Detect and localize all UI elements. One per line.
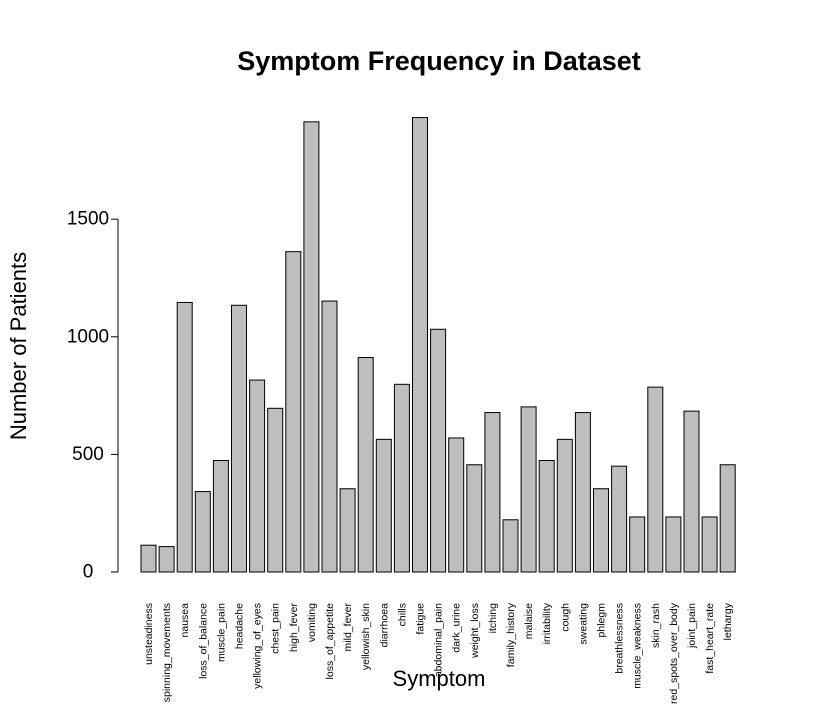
- bar-fast-heart-rate: [701, 516, 718, 573]
- bar-malaise: [520, 406, 537, 573]
- bar-loss-of-balance: [194, 491, 211, 573]
- x-tick-label: unsteadiness: [143, 603, 155, 665]
- x-tick-label: irritability: [541, 602, 553, 644]
- x-tick-label: family_history: [505, 602, 517, 667]
- x-tick-label: sweating: [577, 603, 589, 645]
- bar-breathlessness: [611, 465, 628, 573]
- x-tick-label: loss_of_appetite: [324, 603, 336, 680]
- chart-title: Symptom Frequency in Dataset: [237, 46, 641, 76]
- bar-phlegm: [593, 488, 609, 573]
- x-tick-label: high_fever: [288, 603, 300, 653]
- bar-weight-loss: [466, 464, 483, 573]
- bar-muscle-pain: [212, 460, 229, 573]
- x-tick-label: malaise: [523, 603, 535, 639]
- bar-yellowing-of-eyes: [249, 379, 266, 573]
- bar-abdominal-pain: [430, 328, 447, 573]
- x-tick-label: loss_of_balance: [197, 603, 209, 679]
- x-tick-label: joint_pain: [686, 603, 698, 649]
- x-tick-label: red_spots_over_body: [668, 602, 680, 704]
- x-tick-label: phlegm: [596, 603, 608, 638]
- x-tick-label: muscle_weakness: [632, 603, 644, 689]
- x-tick-label: chills: [396, 603, 408, 626]
- y-axis: 0 500 1000 1500: [67, 209, 119, 583]
- bar-yellowish-skin: [357, 357, 374, 573]
- y-tick-label: 500: [72, 444, 104, 465]
- bar-muscle-weakness: [629, 516, 646, 573]
- bar-lethargy: [719, 464, 736, 573]
- x-tick-label: spinning_movements: [161, 603, 173, 702]
- x-tick-label: vomiting: [306, 603, 318, 642]
- bar-itching: [484, 412, 501, 573]
- x-tick-label: muscle_pain: [215, 603, 227, 662]
- bar-fatigue: [412, 117, 428, 573]
- x-tick-label: yellowish_skin: [360, 603, 372, 670]
- bar-sweating: [574, 412, 591, 573]
- y-tick-label: 1500: [67, 209, 109, 230]
- bar-nausea: [176, 301, 193, 573]
- bar-red-spots-over-body: [665, 516, 682, 573]
- bar-chills: [393, 383, 410, 573]
- x-tick-label: fast_heart_rate: [704, 603, 716, 674]
- x-tick-label: yellowing_of_eyes: [252, 603, 264, 689]
- x-tick-label: breathlessness: [614, 603, 626, 674]
- x-tick-label: chest_pain: [270, 603, 282, 654]
- x-tick-label: lethargy: [722, 602, 734, 640]
- bar-joint-pain: [683, 410, 700, 573]
- bar-spinning-movements: [158, 546, 175, 573]
- x-tick-label: weight_loss: [469, 603, 481, 659]
- bar-dark-urine: [448, 437, 465, 573]
- x-tick-label: dark_urine: [451, 603, 463, 653]
- x-tick-label: abdominal_pain: [433, 603, 445, 677]
- bar-mild-fever: [339, 488, 356, 573]
- bar-loss-of-appetite: [321, 300, 338, 573]
- x-axis-label: Symptom: [393, 666, 486, 691]
- x-tick-label: mild_fever: [342, 602, 354, 651]
- bar-vomiting: [303, 121, 320, 573]
- x-tick-label: skin_rash: [650, 603, 662, 648]
- x-tick-label: nausea: [179, 603, 191, 638]
- bar-diarrhoea: [375, 438, 392, 573]
- bar-unsteadiness: [140, 544, 157, 573]
- x-tick-label: fatigue: [415, 603, 427, 635]
- x-tick-label: headache: [234, 603, 246, 649]
- x-tick-label: itching: [487, 603, 499, 634]
- bar-family-history: [502, 519, 519, 573]
- bar-irritability: [538, 460, 555, 573]
- bar-high-fever: [285, 251, 302, 573]
- bar-cough: [556, 438, 573, 573]
- y-axis-label: Number of Patients: [6, 252, 31, 440]
- bar-chest-pain: [267, 407, 284, 573]
- bar-headache: [231, 304, 247, 573]
- y-tick-label: 0: [83, 562, 94, 583]
- x-tick-label: diarrhoea: [378, 603, 390, 648]
- x-tick-label: cough: [559, 603, 571, 632]
- bars: [140, 117, 736, 573]
- x-axis-tick-labels: unsteadiness spinning_movements nausea loss…: [143, 602, 734, 704]
- y-tick-label: 1000: [67, 326, 109, 347]
- bar-skin-rash: [647, 386, 664, 573]
